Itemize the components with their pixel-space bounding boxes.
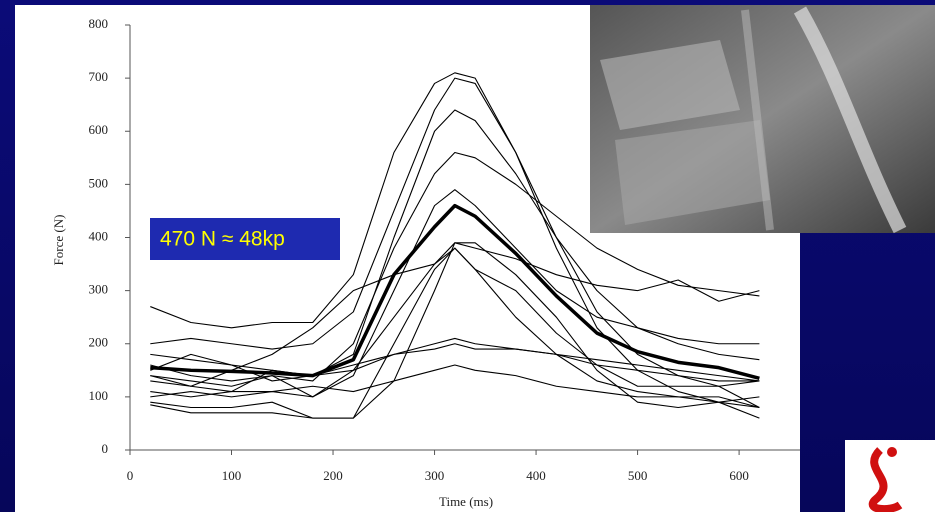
x-tick-label: 600 bbox=[729, 468, 749, 483]
series-line bbox=[150, 72, 760, 408]
x-tick-label: 500 bbox=[628, 468, 648, 483]
y-tick-label: 700 bbox=[89, 69, 109, 84]
y-tick-label: 300 bbox=[89, 282, 109, 297]
y-tick-label: 200 bbox=[89, 335, 109, 350]
y-tick-label: 800 bbox=[89, 16, 109, 31]
series-line bbox=[150, 337, 760, 398]
y-tick-label: 0 bbox=[102, 441, 109, 456]
series-line bbox=[150, 109, 760, 377]
annotation-box bbox=[150, 218, 340, 260]
plot: 0 100 200 300 400 500 600 700 800 0 100 200 300 400 50… bbox=[89, 16, 800, 483]
x-tick-label: 0 bbox=[127, 468, 134, 483]
x-tick-label: 200 bbox=[323, 468, 343, 483]
y-tick-label: 100 bbox=[89, 388, 109, 403]
y-tick-label: 600 bbox=[89, 122, 109, 137]
x-tick-label: 400 bbox=[526, 468, 546, 483]
series-line bbox=[150, 77, 760, 419]
x-tick-label: 300 bbox=[425, 468, 445, 483]
x-tick-label: 100 bbox=[222, 468, 242, 483]
series-line bbox=[150, 247, 760, 387]
series-line bbox=[150, 203, 760, 380]
series-line bbox=[150, 242, 760, 419]
series-line bbox=[150, 343, 760, 382]
y-tick-label: 400 bbox=[89, 228, 109, 243]
logo bbox=[845, 440, 935, 512]
series-line bbox=[150, 189, 760, 398]
y-tick-label: 500 bbox=[89, 175, 109, 190]
y-axis-label: Force (N) bbox=[51, 215, 66, 266]
annotation: 470 N ≈ 48kp bbox=[160, 228, 285, 251]
ct-image bbox=[590, 5, 935, 234]
x-axis-label: Time (ms) bbox=[439, 494, 493, 509]
series-line bbox=[150, 364, 760, 409]
